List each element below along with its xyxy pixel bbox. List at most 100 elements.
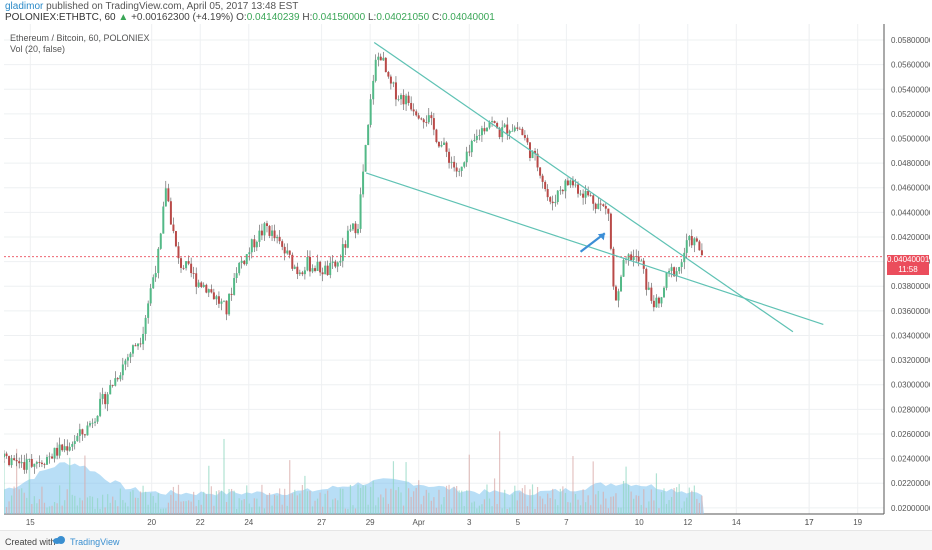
volume-bar <box>466 490 468 514</box>
candle-body <box>298 272 301 275</box>
volume-bar <box>597 490 599 514</box>
candle-body <box>430 115 433 119</box>
candle-body <box>157 248 160 274</box>
candle-body <box>38 462 41 463</box>
candle-body <box>592 195 595 204</box>
volume-bar <box>66 489 68 514</box>
candle-body <box>571 180 574 186</box>
volume-bar <box>542 498 544 514</box>
volume-bar <box>385 488 387 514</box>
candle-body <box>271 230 274 236</box>
volume-bar <box>435 507 438 514</box>
candle-body <box>534 150 537 154</box>
candle-body <box>109 385 112 395</box>
x-tick-label: 27 <box>317 518 326 527</box>
volume-bar <box>650 489 652 514</box>
candle-body <box>531 150 534 158</box>
volume-bar <box>607 508 609 514</box>
volume-bar <box>504 489 506 514</box>
volume-bar <box>190 501 192 514</box>
candle-body <box>660 297 663 304</box>
candle-body <box>551 201 554 204</box>
candle-body <box>174 231 177 247</box>
candle-body <box>225 300 228 315</box>
candle-body <box>465 151 468 163</box>
volume-bar <box>193 491 195 514</box>
volume-bar <box>51 505 53 514</box>
candle-body <box>104 394 107 405</box>
candle-body <box>483 128 486 132</box>
candle-body <box>273 230 276 239</box>
tradingview-link[interactable]: TradingView <box>70 537 120 547</box>
candle-body <box>620 276 623 292</box>
candle-body <box>43 463 46 465</box>
volume-bar <box>521 488 523 514</box>
volume-bar <box>602 491 604 514</box>
candle-body <box>5 453 8 457</box>
volume-bar <box>579 505 582 514</box>
candle-body <box>240 260 243 263</box>
y-tick-label: 0.05800000 <box>891 36 930 45</box>
volume-bar <box>430 500 432 514</box>
volume-bar <box>64 500 66 514</box>
candle-body <box>278 236 281 242</box>
candle-body <box>61 444 64 451</box>
chart-area[interactable]: 0.05800000 0.05600000 0.05400000 0.05200000… <box>3 24 932 530</box>
volume-bar <box>256 498 258 514</box>
volume-bar <box>458 490 460 514</box>
candle-body <box>202 284 205 287</box>
candle-body <box>33 463 36 467</box>
candle-body <box>56 447 59 456</box>
volume-bar <box>301 484 303 514</box>
volume-bar <box>253 498 255 514</box>
candle-body <box>506 124 509 134</box>
volume-bar <box>309 490 311 514</box>
published-text: published on TradingView.com, April 05, … <box>46 1 299 12</box>
candle-body <box>94 421 97 423</box>
author-link[interactable]: gladimor <box>5 1 44 12</box>
candle-body <box>301 272 304 275</box>
y-tick-label: 0.03000000 <box>891 381 930 390</box>
volume-bar <box>236 508 238 514</box>
volume-bar <box>94 508 96 514</box>
volume-bar <box>456 486 458 514</box>
candle-body <box>584 190 587 198</box>
volume-bar <box>491 506 493 514</box>
candle-body <box>169 201 172 225</box>
x-tick-label: 7 <box>564 518 569 527</box>
x-tick-label: 20 <box>147 518 156 527</box>
y-tick-label: 0.02000000 <box>891 504 930 513</box>
volume-bar <box>415 487 417 514</box>
candle-body <box>106 394 109 405</box>
candle-body <box>364 145 367 172</box>
low-value: 0.04021050 <box>376 12 430 23</box>
candle-body <box>13 458 16 461</box>
candle-body <box>260 230 263 236</box>
candle-body <box>197 282 200 287</box>
candle-body <box>121 364 124 376</box>
candle-body <box>303 270 306 275</box>
y-tick-label: 0.02200000 <box>891 479 930 488</box>
candle-body <box>311 268 314 272</box>
volume-bar <box>210 486 212 514</box>
candle-body <box>217 296 220 304</box>
candle-body <box>15 460 18 462</box>
x-tick-label: 12 <box>683 518 692 527</box>
candle-body <box>78 429 81 436</box>
candle-body <box>341 244 344 261</box>
close-label: C: <box>431 12 442 23</box>
volume-bar <box>129 491 132 514</box>
candle-body <box>147 303 150 318</box>
volume-bar <box>329 507 331 514</box>
volume-bar <box>21 488 23 514</box>
volume-bar <box>365 485 367 514</box>
volume-bar <box>215 491 218 514</box>
price-chart[interactable]: 0.05800000 0.05600000 0.05400000 0.05200000… <box>3 24 932 530</box>
volume-bar <box>592 461 594 514</box>
volume-bar <box>294 489 296 514</box>
volume-bar <box>478 505 481 514</box>
candle-body <box>319 261 322 273</box>
candle-body <box>488 121 491 128</box>
volume-bar <box>509 507 511 514</box>
y-tick-label: 0.03200000 <box>891 356 930 365</box>
